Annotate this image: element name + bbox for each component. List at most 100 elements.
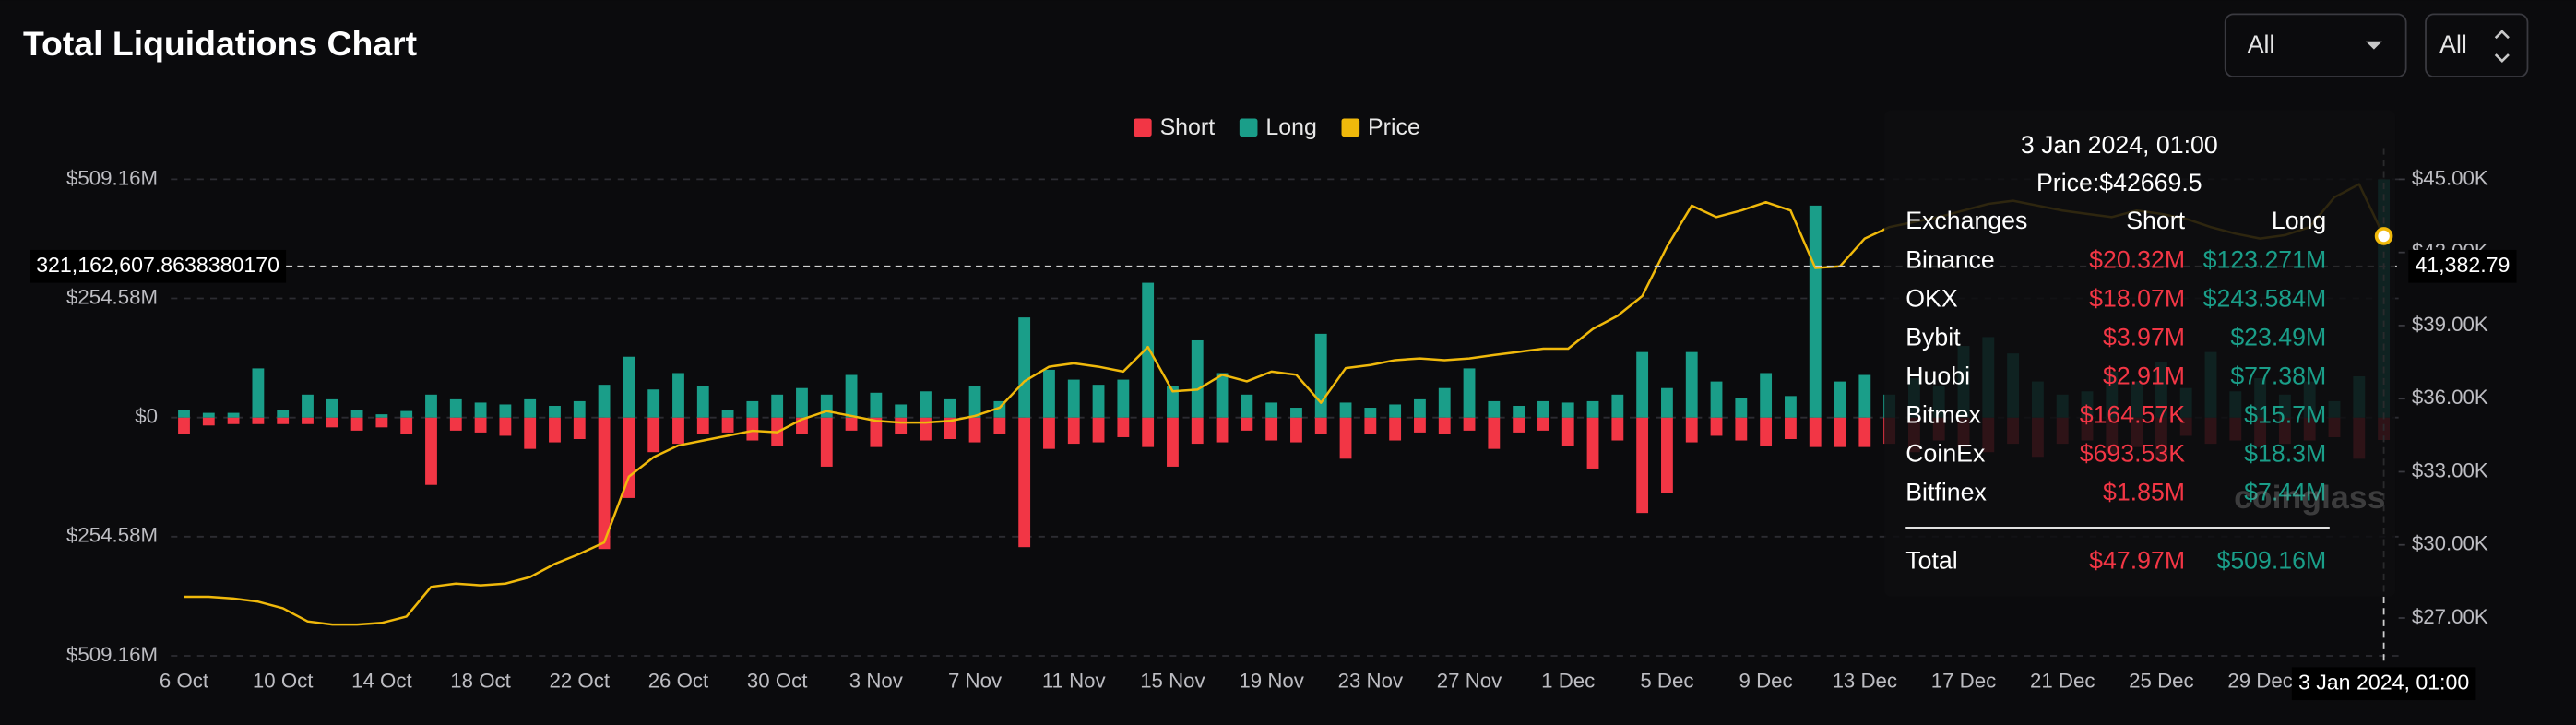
bar: [672, 417, 684, 445]
y-tick-label: $254.58M: [66, 285, 158, 308]
bar: [1661, 417, 1673, 493]
bar: [1364, 417, 1377, 434]
crosshair-date-label-box: [2291, 667, 2476, 701]
bar: [1463, 417, 1476, 431]
bar: [252, 417, 265, 424]
tooltip-column-header: Short: [2126, 207, 2185, 234]
tooltip-total: $509.16M: [2216, 546, 2326, 574]
bar: [178, 410, 190, 418]
bar: [1067, 379, 1080, 418]
bar: [820, 394, 833, 418]
crosshair: 321,162,607.8638380170 41,382.79 3 Jan 202…: [30, 148, 2517, 701]
bar: [474, 402, 487, 418]
y-tick-label: $509.16M: [66, 166, 158, 189]
tooltip-cell: $18.07M: [2089, 285, 2185, 313]
bar: [1117, 379, 1130, 418]
legend-label: Short: [1160, 114, 1216, 140]
bar: [252, 368, 265, 418]
bar: [202, 412, 215, 418]
bar: [1265, 417, 1278, 441]
tooltip-cell: $164.57K: [2080, 401, 2186, 429]
bar: [1537, 417, 1549, 431]
bar: [1216, 373, 1229, 418]
tooltip: 3 Jan 2024, 01:00 Price:$42669.5 Exchang…: [1884, 110, 2396, 597]
bar: [449, 417, 462, 431]
bar: [1241, 394, 1253, 418]
bar: [1561, 417, 1574, 446]
legend-label: Price: [1368, 114, 1420, 140]
x-tick-label: 7 Nov: [948, 669, 1003, 692]
bar: [1858, 374, 1871, 418]
bar: [746, 400, 759, 418]
tooltip-cell: $693.53K: [2080, 440, 2186, 468]
bar: [1241, 417, 1253, 431]
bar: [1586, 417, 1599, 469]
bar: [968, 386, 981, 418]
bar: [895, 417, 908, 434]
y-tick-label: $0: [135, 405, 158, 428]
bar: [1735, 398, 1748, 418]
bar: [721, 410, 734, 418]
bar: [1142, 282, 1155, 418]
bar: [845, 374, 858, 418]
bar: [1636, 417, 1649, 514]
bar: [573, 400, 586, 418]
bar: [1586, 400, 1599, 418]
bar: [277, 417, 290, 424]
bar: [721, 417, 734, 433]
watermark: coinglass: [2234, 479, 2385, 516]
dropdown-box[interactable]: [2224, 13, 2407, 77]
tooltip-cell: $123.271M: [2203, 246, 2327, 274]
tooltip-cell: $3.97M: [2103, 324, 2185, 351]
exchange-filter[interactable]: All: [2224, 13, 2407, 77]
x-tick-label: 23 Nov: [1338, 669, 1404, 692]
page-title: Total Liquidations Chart: [23, 24, 417, 63]
dropdown-caret: [2366, 41, 2382, 50]
tooltip-cell: $1.85M: [2103, 479, 2185, 506]
tooltip-price: Price:$42669.5: [2036, 169, 2202, 196]
bar: [573, 417, 586, 440]
bar: [1339, 402, 1352, 418]
bar: [696, 417, 709, 434]
tooltip-cell: Huobi: [1905, 362, 1970, 390]
dropdown-value[interactable]: All: [2439, 30, 2467, 58]
y2-tick-label: $30.00K: [2412, 532, 2488, 555]
tooltip-cell: $15.7M: [2244, 401, 2326, 429]
bar: [1438, 387, 1451, 418]
tooltip-title: 3 Jan 2024, 01:00: [2021, 131, 2218, 159]
bar: [350, 410, 363, 418]
stepper-icon: [2494, 30, 2510, 64]
bar: [1611, 417, 1624, 441]
bar: [623, 356, 635, 418]
bar: [425, 394, 437, 418]
bar: [1438, 417, 1451, 434]
x-tick-label: 3 Nov: [849, 669, 904, 692]
legend: Short Long Price: [1134, 114, 1420, 140]
x-tick-label: 5 Dec: [1640, 669, 1693, 692]
y2-tick-label: $27.00K: [2412, 605, 2488, 628]
dropdown-value[interactable]: All: [2248, 30, 2275, 58]
price-point: [2374, 227, 2393, 245]
tooltip-cell: CoinEx: [1905, 440, 1986, 468]
range-filter[interactable]: All: [2425, 13, 2529, 77]
bar: [400, 417, 413, 434]
bar: [202, 417, 215, 426]
x-tick-label: 1 Dec: [1541, 669, 1595, 692]
x-tick-label: 21 Dec: [2030, 669, 2095, 692]
bar: [302, 394, 314, 418]
tooltip-cell: Bitmex: [1905, 401, 1981, 429]
bar: [326, 398, 338, 418]
x-tick-label: 11 Nov: [1042, 669, 1107, 692]
x-tick-label: 17 Dec: [1931, 669, 1997, 692]
x-tick-label: 10 Oct: [253, 669, 314, 692]
legend-swatch: [1239, 118, 1258, 137]
crosshair-value-label: 321,162,607.8638380170: [36, 253, 279, 277]
bar: [227, 412, 240, 418]
bar: [968, 417, 981, 443]
bar: [1043, 417, 1055, 449]
x-tick-label: 9 Dec: [1739, 669, 1793, 692]
bar: [1339, 417, 1352, 459]
tooltip-cell: $2.91M: [2103, 362, 2185, 390]
bar: [1018, 317, 1031, 418]
bar: [1191, 339, 1204, 418]
